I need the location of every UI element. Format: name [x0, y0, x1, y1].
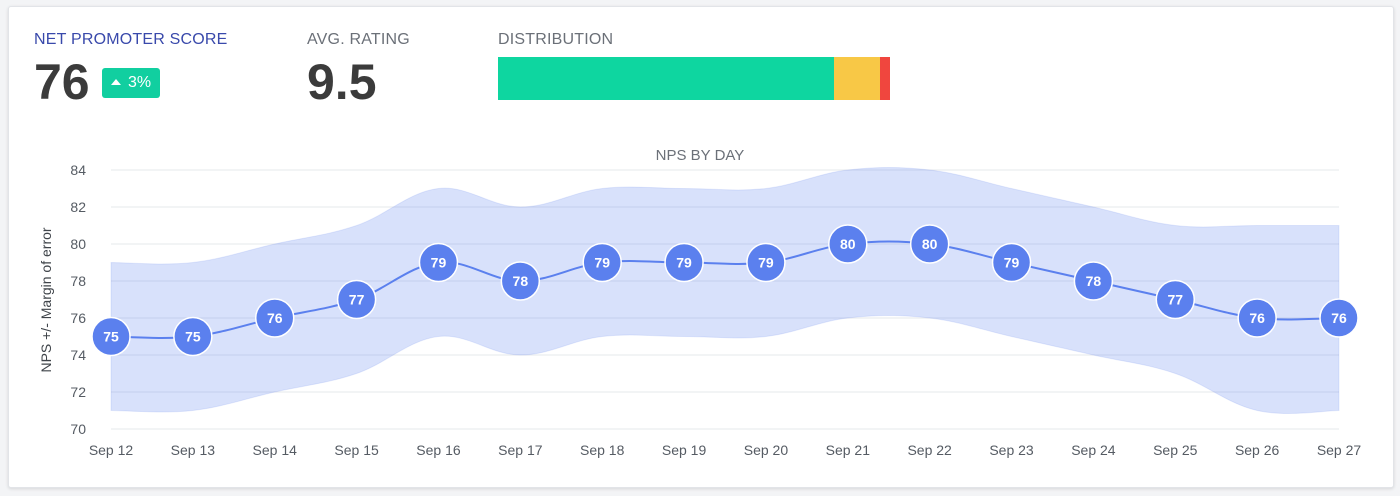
x-tick-label: Sep 12 — [89, 442, 134, 458]
distribution-bar — [498, 57, 890, 100]
data-label: 78 — [1086, 273, 1102, 289]
data-point[interactable]: 75 — [91, 316, 131, 357]
data-point-marker[interactable] — [336, 279, 377, 320]
x-tick-label: Sep 17 — [498, 442, 543, 458]
x-tick-label: Sep 25 — [1153, 442, 1198, 458]
distribution-segment-passives — [833, 57, 880, 100]
x-tick-label: Sep 18 — [580, 442, 625, 458]
x-tick-label: Sep 21 — [826, 442, 871, 458]
data-label: 79 — [594, 255, 610, 271]
data-point[interactable]: 77 — [336, 279, 377, 320]
data-point[interactable]: 75 — [173, 316, 213, 357]
arrow-up-icon — [110, 79, 121, 85]
data-point-marker[interactable] — [500, 261, 541, 301]
data-point[interactable]: 76 — [1237, 298, 1277, 338]
x-tick-label: Sep 19 — [662, 442, 707, 458]
y-tick-label: 84 — [70, 162, 86, 178]
y-tick-label: 78 — [70, 273, 86, 289]
avg-rating-value: 9.5 — [307, 54, 377, 110]
data-point[interactable]: 80 — [909, 224, 950, 264]
nps-value: 76 — [34, 54, 90, 110]
data-label: 76 — [1331, 310, 1347, 326]
x-tick-label: Sep 23 — [989, 442, 1034, 458]
data-point[interactable]: 79 — [991, 242, 1032, 283]
data-point-marker[interactable] — [418, 242, 459, 283]
data-point[interactable]: 76 — [1319, 298, 1359, 338]
x-tick-label: Sep 20 — [744, 442, 789, 458]
distribution-segment-promoters — [498, 57, 834, 100]
data-label: 79 — [676, 255, 692, 271]
data-point-marker[interactable] — [1073, 261, 1114, 301]
nps-label: NET PROMOTER SCORE — [34, 31, 228, 48]
data-point-marker[interactable] — [991, 242, 1032, 283]
data-point-marker[interactable] — [746, 242, 786, 283]
data-point-marker[interactable] — [91, 316, 131, 357]
y-tick-label: 70 — [70, 421, 86, 437]
x-tick-label: Sep 27 — [1317, 442, 1362, 458]
distribution-segment-detractors — [879, 57, 890, 100]
y-tick-label: 82 — [70, 199, 86, 215]
data-label: 80 — [840, 236, 856, 252]
data-label: 75 — [185, 329, 201, 345]
data-label: 79 — [1004, 255, 1020, 271]
x-tick-label: Sep 15 — [334, 442, 379, 458]
avg-rating-label: AVG. RATING — [307, 31, 410, 48]
x-tick-label: Sep 13 — [171, 442, 216, 458]
data-label: 80 — [922, 236, 938, 252]
x-tick-label: Sep 24 — [1071, 442, 1116, 458]
y-tick-label: 74 — [70, 347, 86, 363]
data-label: 78 — [513, 273, 529, 289]
data-point-marker[interactable] — [909, 224, 950, 264]
nps-change-value: 3% — [127, 74, 152, 91]
data-point-marker[interactable] — [1237, 298, 1277, 338]
x-tick-label: Sep 26 — [1235, 442, 1280, 458]
data-point[interactable]: 79 — [582, 242, 622, 283]
nps-series-line — [110, 240, 1340, 339]
data-label: 77 — [349, 292, 365, 308]
data-label: 77 — [1167, 292, 1183, 308]
data-point-marker[interactable] — [828, 224, 868, 264]
nps-change-badge: 3% — [102, 68, 160, 98]
data-point[interactable]: 78 — [500, 261, 541, 301]
y-tick-label: 80 — [70, 236, 86, 252]
y-tick-label: 72 — [70, 384, 86, 400]
data-point-marker[interactable] — [254, 298, 295, 338]
data-point-marker[interactable] — [1155, 279, 1196, 320]
data-point-marker[interactable] — [664, 242, 704, 283]
data-label: 79 — [758, 255, 774, 271]
data-label: 79 — [431, 255, 447, 271]
data-label: 76 — [1249, 310, 1265, 326]
y-axis-label: NPS +/- Margin of error — [38, 227, 54, 372]
nps-card: NET PROMOTER SCORE 76 3% AVG. RATING 9.5… — [8, 6, 1394, 488]
y-tick-label: 76 — [70, 310, 86, 326]
data-point[interactable]: 79 — [664, 242, 704, 283]
data-point-marker[interactable] — [582, 242, 622, 283]
data-point[interactable]: 77 — [1155, 279, 1196, 320]
data-label: 75 — [103, 329, 119, 345]
data-point[interactable]: 80 — [828, 224, 868, 264]
x-tick-label: Sep 16 — [416, 442, 461, 458]
data-point[interactable]: 79 — [746, 242, 786, 283]
chart-title: NPS BY DAY — [656, 147, 745, 164]
data-point-marker[interactable] — [173, 316, 213, 357]
x-tick-label: Sep 14 — [253, 442, 298, 458]
data-label: 76 — [267, 310, 283, 326]
data-point[interactable]: 78 — [1073, 261, 1114, 301]
x-tick-label: Sep 22 — [907, 442, 952, 458]
data-point-marker[interactable] — [1319, 298, 1359, 338]
data-point[interactable]: 76 — [254, 298, 295, 338]
margin-of-error-band — [110, 167, 1340, 414]
distribution-label: DISTRIBUTION — [498, 31, 614, 48]
data-point[interactable]: 79 — [418, 242, 459, 283]
